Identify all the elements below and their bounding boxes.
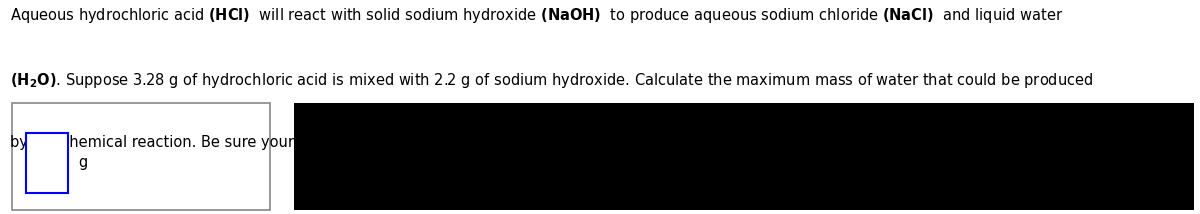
Text: by the chemical reaction. Be sure your answer has the correct number of signific: by the chemical reaction. Be sure your a… <box>10 135 678 150</box>
Text: $\mathbf{(H_2O)}$. Suppose 3.28 g of hydrochloric acid is mixed with 2.2 g of so: $\mathbf{(H_2O)}$. Suppose 3.28 g of hyd… <box>10 71 1093 90</box>
FancyBboxPatch shape <box>12 103 270 210</box>
FancyBboxPatch shape <box>294 103 1194 210</box>
Text: g: g <box>78 155 88 170</box>
Text: Aqueous hydrochloric acid $\mathbf{(HCl)}$  will react with solid sodium hydroxi: Aqueous hydrochloric acid $\mathbf{(HCl)… <box>10 6 1063 25</box>
FancyBboxPatch shape <box>26 133 68 193</box>
